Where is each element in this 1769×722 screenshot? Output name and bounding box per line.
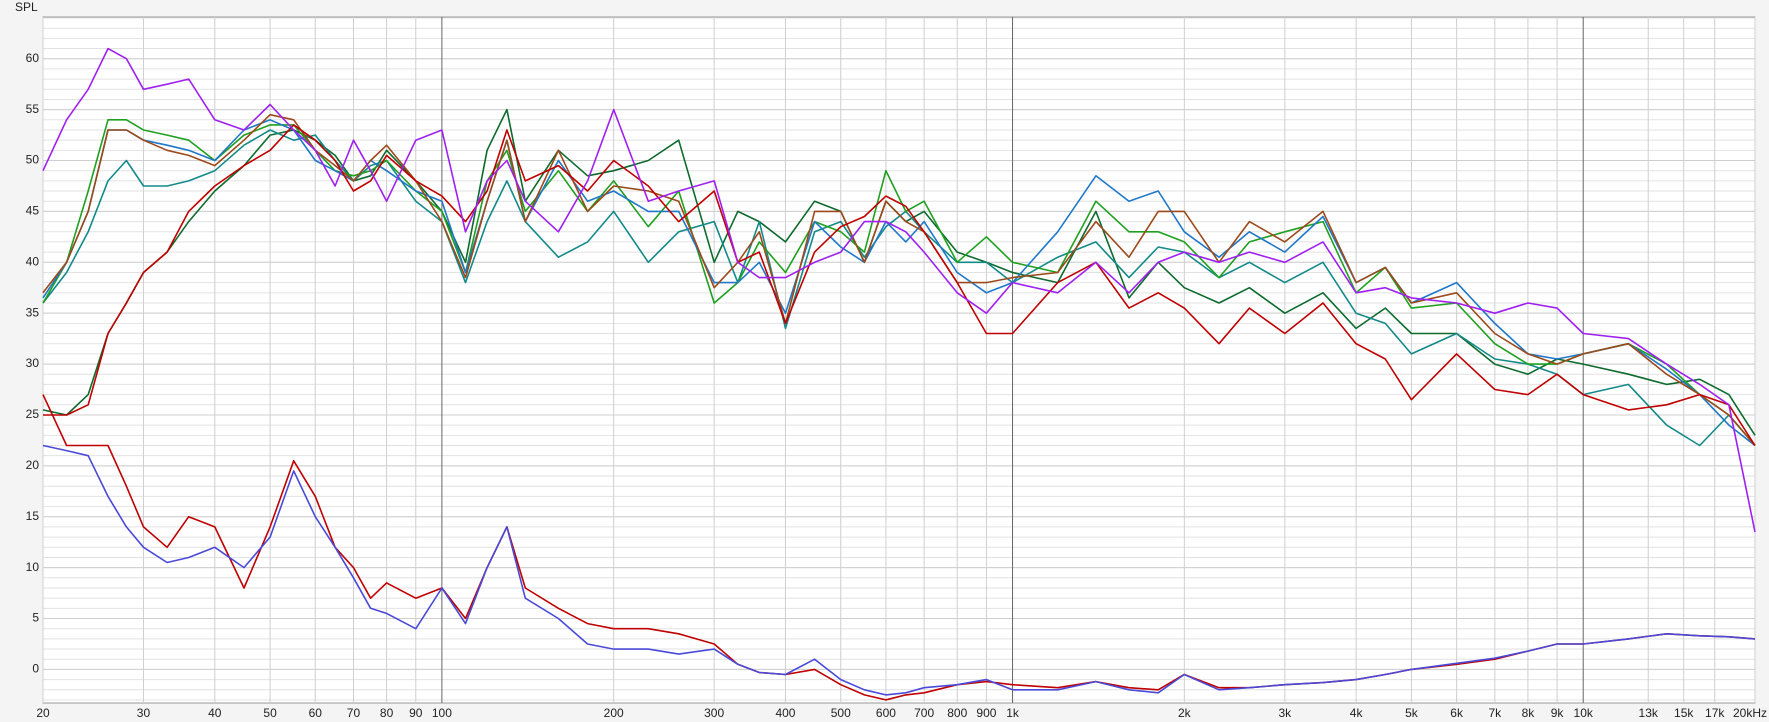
- x-tick-label: 1k: [1006, 706, 1020, 720]
- x-tick-label: 400: [775, 706, 795, 720]
- y-tick-label: 5: [32, 611, 39, 625]
- series-line: [43, 124, 1756, 446]
- x-tick-label: 60: [309, 706, 323, 720]
- y-tick-label: 30: [26, 356, 40, 370]
- y-tick-label: 15: [26, 509, 40, 523]
- x-tick-label: 13k: [1639, 706, 1659, 720]
- x-tick-label: 7k: [1488, 706, 1502, 720]
- y-tick-label: 35: [26, 305, 40, 319]
- x-tick-label: 200: [604, 706, 624, 720]
- series-line: [42, 129, 1756, 447]
- x-tick-label: 5k: [1405, 706, 1419, 720]
- y-tick-label: 55: [26, 102, 40, 116]
- series-line: [42, 47, 1756, 533]
- x-tick-label: 900: [976, 706, 996, 720]
- x-tick-label: 300: [704, 706, 724, 720]
- x-tick-label: 80: [380, 706, 394, 720]
- x-tick-label: 70: [347, 706, 361, 720]
- x-tick-label: 3k: [1278, 706, 1292, 720]
- x-tick-label: 50: [263, 706, 277, 720]
- y-tick-label: 50: [26, 153, 40, 167]
- series-line: [42, 444, 1756, 696]
- x-tick-label: 500: [831, 706, 851, 720]
- y-tick-label: 40: [26, 254, 40, 268]
- x-tick-label: 20: [36, 706, 50, 720]
- y-tick-label: 60: [26, 51, 40, 65]
- x-tick-label: 600: [876, 706, 896, 720]
- x-tick-label: 40: [208, 706, 222, 720]
- y-tick-label: 10: [26, 560, 40, 574]
- x-tick-label: 90: [409, 706, 423, 720]
- x-tick-label: 20kHz: [1733, 706, 1767, 720]
- x-tick-label: 800: [947, 706, 967, 720]
- x-tick-label: 15k: [1674, 706, 1694, 720]
- y-tick-label: 20: [26, 458, 40, 472]
- x-tick-label: 100: [432, 706, 452, 720]
- y-axis-label: SPL: [15, 0, 38, 14]
- x-tick-label: 30: [137, 706, 151, 720]
- x-tick-label: 2k: [1178, 706, 1192, 720]
- x-tick-label: 8k: [1522, 706, 1536, 720]
- x-tick-label: 700: [914, 706, 934, 720]
- y-tick-label: 0: [32, 662, 39, 676]
- x-tick-label: 9k: [1551, 706, 1565, 720]
- y-tick-label: 45: [26, 204, 40, 218]
- x-tick-label: 6k: [1450, 706, 1464, 720]
- x-tick-label: 4k: [1350, 706, 1364, 720]
- x-tick-label: 17k: [1705, 706, 1725, 720]
- plot-area: [42, 16, 1756, 704]
- x-tick-label: 10k: [1574, 706, 1594, 720]
- y-tick-label: 25: [26, 407, 40, 421]
